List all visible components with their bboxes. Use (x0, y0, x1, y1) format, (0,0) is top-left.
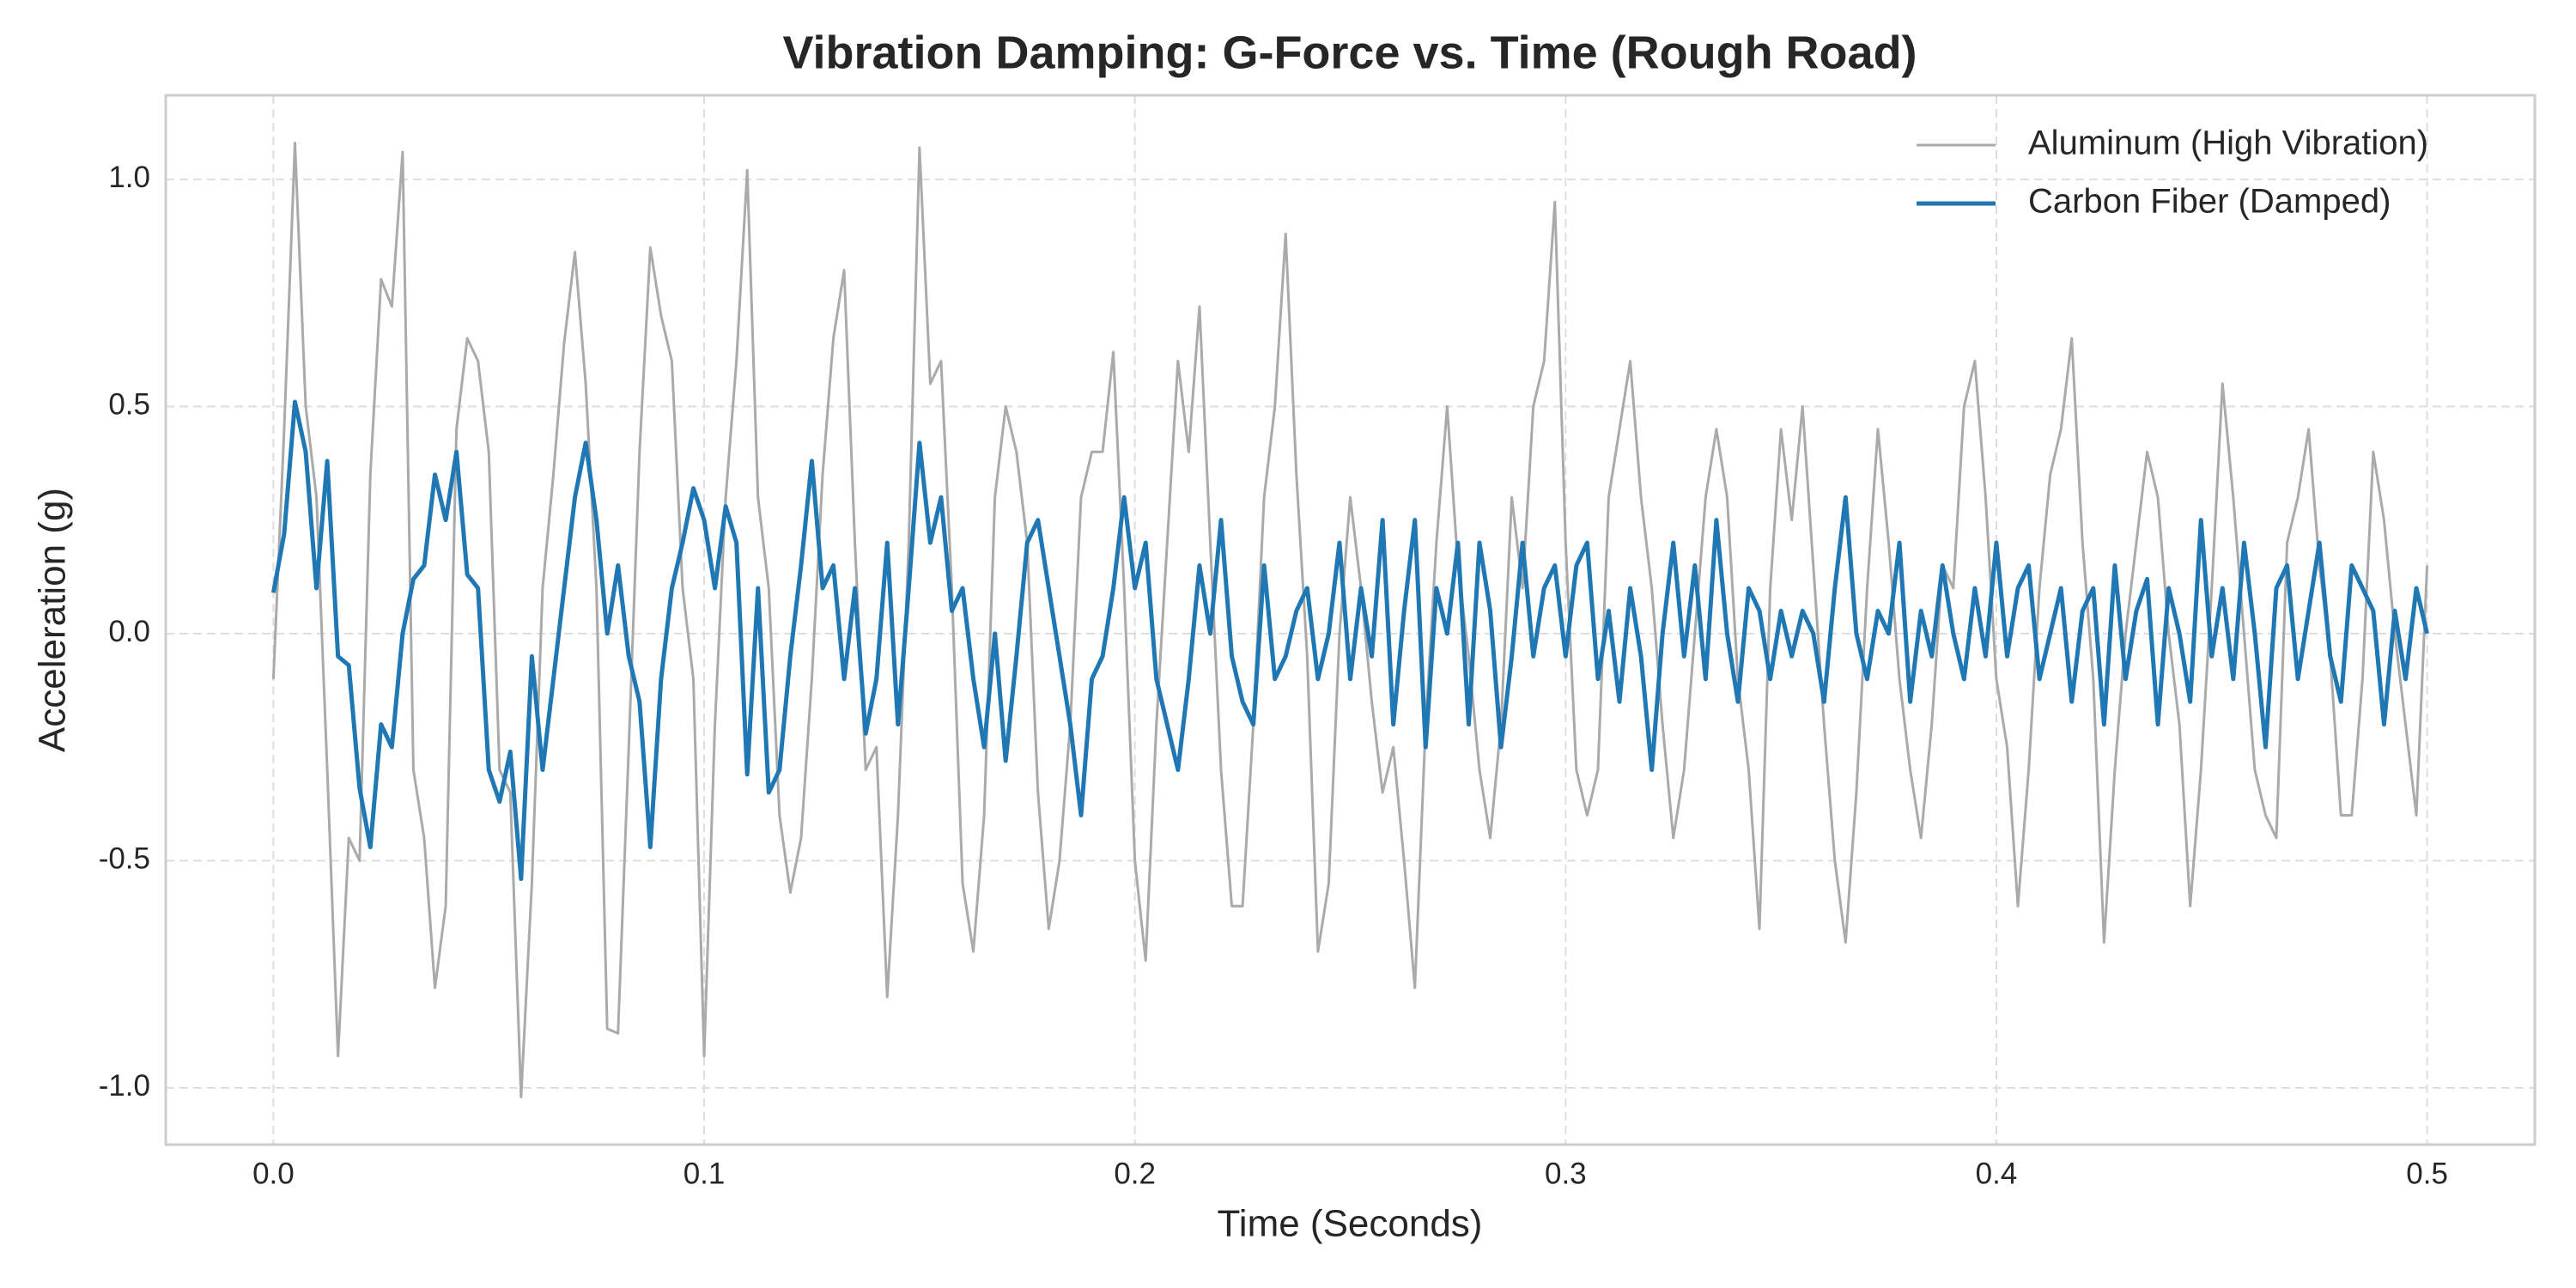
x-tick-label: 0.4 (1976, 1157, 2018, 1190)
x-tick-label: 0.5 (2406, 1157, 2448, 1190)
series-line (270, 399, 2430, 882)
x-axis-label: Time (Seconds) (1218, 1203, 1483, 1245)
y-tick-label: -1.0 (99, 1069, 150, 1103)
legend-label: Aluminum (High Vibration) (2028, 125, 2428, 162)
y-tick-label: 0.5 (108, 388, 150, 422)
y-axis-label: Acceleration (g) (32, 488, 74, 752)
legend-label: Carbon Fiber (Damped) (2028, 183, 2391, 221)
x-tick-label: 0.2 (1114, 1157, 1156, 1190)
x-tick-label: 0.3 (1545, 1157, 1587, 1190)
plot-frame (164, 94, 2537, 1146)
x-tick-label: 0.0 (252, 1157, 295, 1190)
series-line (271, 142, 2429, 1098)
chart-title: Vibration Damping: G-Force vs. Time (Rou… (782, 27, 1917, 78)
y-tick-label: -0.5 (99, 842, 150, 876)
y-tick-label: 0.0 (108, 615, 150, 648)
x-tick-label: 0.1 (683, 1157, 726, 1190)
y-tick-label: 1.0 (108, 161, 150, 194)
